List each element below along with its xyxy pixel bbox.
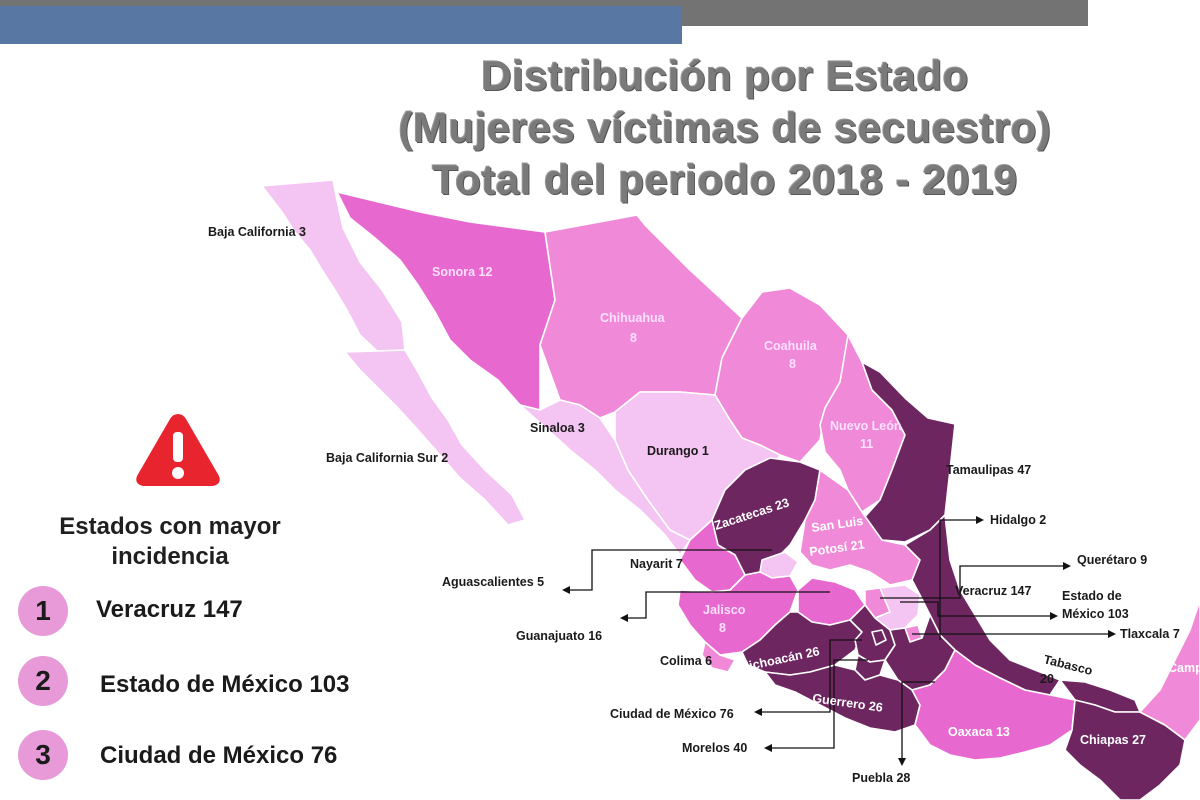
label-morelos: Morelos 40 [682,741,747,755]
state-chiapas [1064,699,1186,800]
label-chiapas: Chiapas 27 [1080,733,1146,747]
label-edomex-line2: México 103 [1062,607,1129,621]
label-queretaro: Querétaro 9 [1077,553,1147,567]
label-coahuila: Coahuila [764,339,818,353]
label-baja-california: Baja California 3 [208,225,306,239]
state-ciudad-de-mexico [871,629,887,646]
label-hidalgo: Hidalgo 2 [990,513,1046,527]
rank-name-1: Veracruz 147 [96,596,243,623]
label-tabasco-value: 20 [1040,672,1054,686]
label-veracruz: Veracruz 147 [955,584,1031,598]
label-colima: Colima 6 [660,654,712,668]
panel-title: Estados con mayor incidencia [20,512,320,572]
page-title: Distribución por Estado (Mujeres víctima… [330,50,1120,206]
label-campeche: Camp [1168,661,1200,675]
label-sinaloa: Sinaloa 3 [530,421,585,435]
state-sonora [336,191,556,411]
state-baja-california-sur [344,349,526,526]
label-ciudad-de-mexico: Ciudad de México 76 [610,707,734,721]
title-line-2: (Mujeres víctimas de secuestro) [398,104,1052,151]
panel-title-line-1: Estados con mayor [59,513,281,540]
label-nayarit: Nayarit 7 [630,557,683,571]
rank-name-2: Estado de México 103 [100,671,350,698]
title-line-3: Total del periodo 2018 - 2019 [432,156,1018,203]
rank-badge-1: 1 [18,586,68,636]
label-jalisco-value: 8 [719,621,726,635]
leader-lines [568,519,1110,760]
label-guanajuato: Guanajuato 16 [516,629,602,643]
state-campeche [1139,599,1200,741]
title-line-1: Distribución por Estado [481,52,969,99]
label-puebla: Puebla 28 [852,771,910,785]
rank-badge-2: 2 [18,656,68,706]
state-colima [701,641,736,673]
rank-name-3: Ciudad de México 76 [100,742,338,769]
label-nuevo-leon-value: 11 [860,437,873,451]
state-tamaulipas [861,361,956,543]
label-coahuila-value: 8 [789,357,796,371]
label-edomex-line1: Estado de [1062,589,1122,603]
label-oaxaca: Oaxaca 13 [948,725,1010,739]
label-durango: Durango 1 [647,444,709,458]
state-san-luis-potosi [799,469,921,586]
label-aguascalientes: Aguascalientes 5 [442,575,544,589]
warning-icon [136,414,220,486]
label-baja-california-sur: Baja California Sur 2 [326,451,448,465]
rank-badge-3: 3 [18,730,68,780]
leader-arrowheads [562,516,1116,766]
top-bar-blue [0,6,682,44]
label-tlaxcala: Tlaxcala 7 [1120,627,1180,641]
label-jalisco: Jalisco [703,603,746,617]
label-chihuahua-value: 8 [630,331,637,345]
label-tamaulipas: Tamaulipas 47 [946,463,1031,477]
label-nuevo-leon: Nuevo León [830,419,902,433]
label-sonora: Sonora 12 [432,265,492,279]
panel-title-line-2: incidencia [111,543,229,570]
label-chihuahua: Chihuahua [600,311,666,325]
